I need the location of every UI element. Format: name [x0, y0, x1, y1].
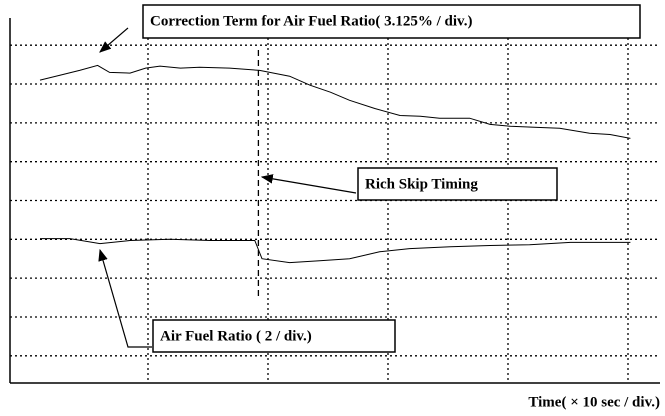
legend-label: Air Fuel Ratio ( 2 / div.) [160, 328, 312, 344]
series-line [40, 238, 631, 264]
annotation-box [357, 167, 558, 201]
annotation: Rich Skip Timing [365, 176, 478, 192]
legend-box [142, 4, 641, 39]
x-axis-label: Time( × 10 sec / div.) [528, 394, 660, 410]
legend-label: Correction Term for Air Fuel Ratio( 3.12… [150, 13, 472, 29]
arrow [99, 27, 129, 53]
arrow [260, 174, 357, 194]
arrow [98, 248, 152, 348]
series-line [39, 64, 631, 139]
legend-box [152, 319, 396, 353]
